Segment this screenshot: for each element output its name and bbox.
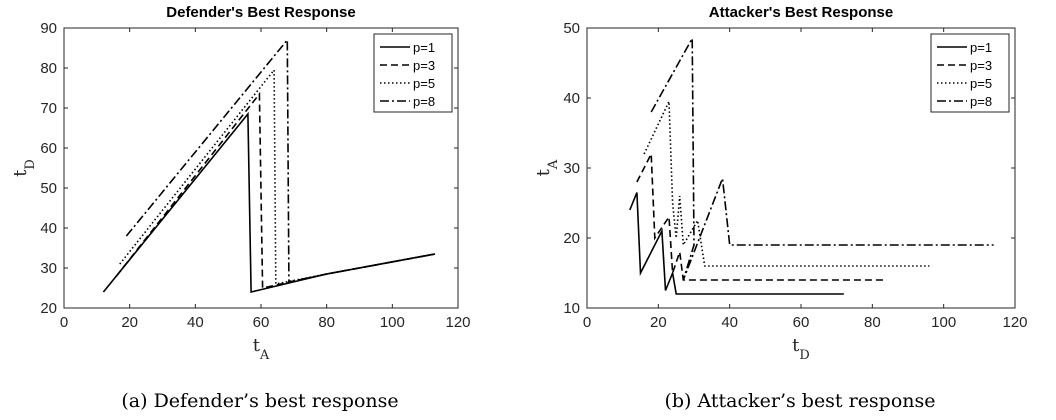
chart-defender-best-response: Defender's Best Response 0 20 40 60 80 100 120… (10, 4, 471, 412)
x-tick-label: 40 (721, 314, 738, 331)
y-tick-label: 20 (40, 300, 57, 317)
y-tick-label: 20 (563, 230, 580, 247)
y-tick-label: 80 (40, 60, 57, 77)
series-line-p5 (119, 67, 436, 285)
x-tick-label: 40 (187, 314, 204, 331)
x-tick-label: 120 (1002, 314, 1027, 331)
legend-entry: p=8 (970, 94, 992, 109)
x-tick-label: 20 (650, 314, 667, 331)
x-tick-label: 80 (318, 314, 335, 331)
x-tick-label: 0 (583, 314, 591, 331)
y-tick-labels: 20 30 40 50 60 70 80 90 (40, 20, 458, 317)
legend-entry: p=1 (970, 40, 992, 55)
x-tick-labels: 0 20 40 60 80 100 120 (60, 28, 471, 331)
x-tick-labels: 0 20 40 60 80 100 120 (583, 28, 1028, 331)
y-tick-label: 50 (40, 180, 57, 197)
caption: (b) Attacker’s best response (664, 390, 935, 412)
y-tick-label: 30 (40, 260, 57, 277)
legend-entry: p=1 (413, 40, 435, 55)
legend: p=1 p=3 p=5 p=8 (373, 33, 453, 113)
y-tick-label: 30 (563, 160, 580, 177)
x-tick-label: 80 (864, 314, 881, 331)
x-tick-label: 60 (793, 314, 810, 331)
y-tick-label: 40 (563, 90, 580, 107)
series-lines (102, 37, 436, 294)
series-lines (629, 35, 994, 295)
series-line-p8 (650, 35, 994, 281)
x-tick-label: 20 (121, 314, 138, 331)
y-tick-label: 50 (563, 20, 580, 37)
series-line-p1 (629, 192, 844, 295)
y-tick-label: 70 (40, 100, 57, 117)
y-tick-labels: 10 20 30 40 50 (563, 20, 1015, 317)
legend-entry: p=5 (970, 76, 992, 91)
series-line-p8 (125, 37, 436, 283)
series-line-p5 (643, 101, 930, 267)
legend-entry: p=8 (413, 94, 435, 109)
x-tick-label: 120 (445, 314, 470, 331)
x-tick-label: 100 (380, 314, 405, 331)
x-axis-label: tD (792, 335, 810, 363)
y-tick-label: 90 (40, 20, 57, 37)
legend-entry: p=3 (970, 58, 992, 73)
x-tick-label: 0 (60, 314, 68, 331)
legend-entry: p=5 (413, 76, 435, 91)
x-tick-label: 60 (253, 314, 270, 331)
series-line-p3 (115, 91, 436, 289)
x-tick-label: 100 (931, 314, 956, 331)
legend: p=1 p=3 p=5 p=8 (930, 33, 1010, 113)
y-axis-label: tA (533, 159, 561, 176)
series-line-p1 (102, 111, 436, 294)
y-tick-label: 40 (40, 220, 57, 237)
y-axis-label: tD (10, 159, 38, 177)
y-tick-label: 60 (40, 140, 57, 157)
chart-title: Attacker's Best Response (709, 4, 893, 21)
chart-attacker-best-response: Attacker's Best Response 0 20 40 60 80 100 120… (533, 4, 1028, 412)
caption: (a) Defender’s best response (121, 390, 398, 412)
chart-title: Defender's Best Response (166, 4, 355, 21)
y-tick-label: 10 (563, 300, 580, 317)
legend-entry: p=3 (413, 58, 435, 73)
x-axis-label: tA (253, 335, 270, 363)
series-line-p3 (636, 150, 887, 281)
